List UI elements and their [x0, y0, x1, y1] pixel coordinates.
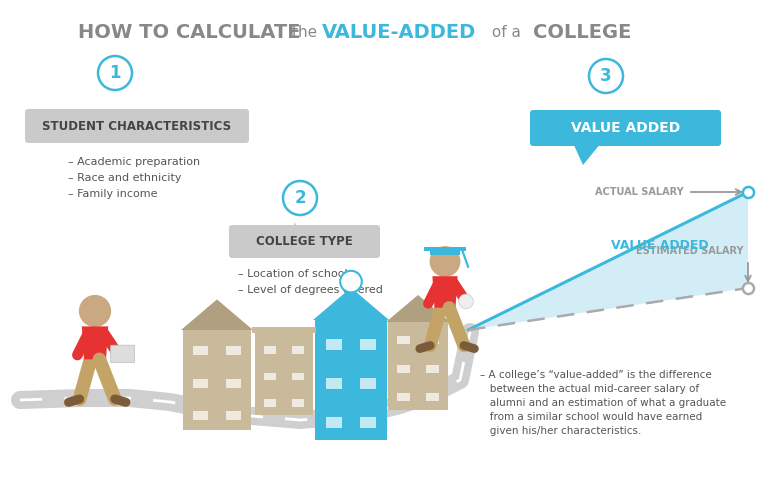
- Text: – A college’s “value-added” is the difference
   between the actual mid-career s: – A college’s “value-added” is the diffe…: [480, 370, 726, 436]
- Circle shape: [458, 294, 473, 309]
- FancyBboxPatch shape: [263, 399, 276, 407]
- Circle shape: [80, 296, 111, 327]
- FancyBboxPatch shape: [194, 346, 208, 355]
- Text: – Academic preparation: – Academic preparation: [68, 157, 200, 167]
- Polygon shape: [468, 192, 748, 330]
- FancyBboxPatch shape: [263, 373, 276, 380]
- FancyBboxPatch shape: [263, 346, 276, 354]
- Polygon shape: [573, 143, 601, 165]
- FancyBboxPatch shape: [292, 373, 304, 380]
- FancyBboxPatch shape: [226, 411, 241, 420]
- FancyBboxPatch shape: [111, 345, 134, 362]
- FancyBboxPatch shape: [25, 109, 249, 143]
- Polygon shape: [313, 288, 389, 320]
- Text: VALUE-ADDED: VALUE-ADDED: [322, 23, 476, 42]
- FancyBboxPatch shape: [388, 322, 448, 410]
- Text: – Level of degrees offered: – Level of degrees offered: [238, 285, 383, 295]
- Polygon shape: [424, 247, 466, 251]
- Text: 2: 2: [294, 189, 306, 207]
- Polygon shape: [82, 327, 108, 359]
- FancyBboxPatch shape: [360, 378, 376, 389]
- FancyBboxPatch shape: [360, 417, 376, 428]
- Text: STUDENT CHARACTERISTICS: STUDENT CHARACTERISTICS: [42, 119, 232, 133]
- Text: 3: 3: [600, 67, 612, 85]
- FancyBboxPatch shape: [226, 346, 241, 355]
- Polygon shape: [181, 300, 253, 330]
- FancyBboxPatch shape: [425, 393, 439, 401]
- Text: 1: 1: [109, 64, 121, 82]
- Text: – Race and ethnicity: – Race and ethnicity: [68, 173, 181, 183]
- Text: COLLEGE TYPE: COLLEGE TYPE: [256, 235, 353, 248]
- Text: ESTIMATED SALARY: ESTIMATED SALARY: [635, 246, 743, 256]
- FancyBboxPatch shape: [255, 333, 313, 415]
- FancyBboxPatch shape: [194, 411, 208, 420]
- Text: of a: of a: [487, 25, 526, 39]
- Text: VALUE ADDED: VALUE ADDED: [611, 239, 709, 251]
- Text: the: the: [292, 25, 322, 39]
- Text: COLLEGE: COLLEGE: [533, 23, 631, 42]
- FancyBboxPatch shape: [315, 320, 387, 440]
- FancyBboxPatch shape: [326, 339, 342, 350]
- FancyBboxPatch shape: [397, 365, 410, 373]
- FancyBboxPatch shape: [360, 339, 376, 350]
- FancyBboxPatch shape: [326, 378, 342, 389]
- FancyBboxPatch shape: [425, 365, 439, 373]
- FancyBboxPatch shape: [183, 330, 251, 430]
- Text: VALUE ADDED: VALUE ADDED: [571, 121, 680, 135]
- FancyBboxPatch shape: [226, 379, 241, 387]
- Polygon shape: [283, 222, 307, 255]
- FancyBboxPatch shape: [425, 336, 439, 344]
- Polygon shape: [386, 295, 450, 322]
- Text: ACTUAL SALARY: ACTUAL SALARY: [595, 187, 684, 197]
- Polygon shape: [78, 110, 102, 140]
- FancyBboxPatch shape: [326, 417, 342, 428]
- FancyBboxPatch shape: [229, 225, 380, 258]
- Text: – Location of school: – Location of school: [238, 269, 348, 279]
- FancyBboxPatch shape: [194, 379, 208, 387]
- FancyBboxPatch shape: [252, 327, 316, 333]
- Circle shape: [340, 271, 362, 293]
- Circle shape: [430, 247, 460, 276]
- Text: – Family income: – Family income: [68, 189, 157, 199]
- FancyBboxPatch shape: [292, 399, 304, 407]
- FancyBboxPatch shape: [397, 336, 410, 344]
- FancyBboxPatch shape: [397, 393, 410, 401]
- FancyBboxPatch shape: [530, 110, 721, 146]
- Polygon shape: [430, 251, 460, 255]
- Text: HOW TO CALCULATE: HOW TO CALCULATE: [78, 23, 307, 42]
- Polygon shape: [432, 276, 458, 308]
- FancyBboxPatch shape: [292, 346, 304, 354]
